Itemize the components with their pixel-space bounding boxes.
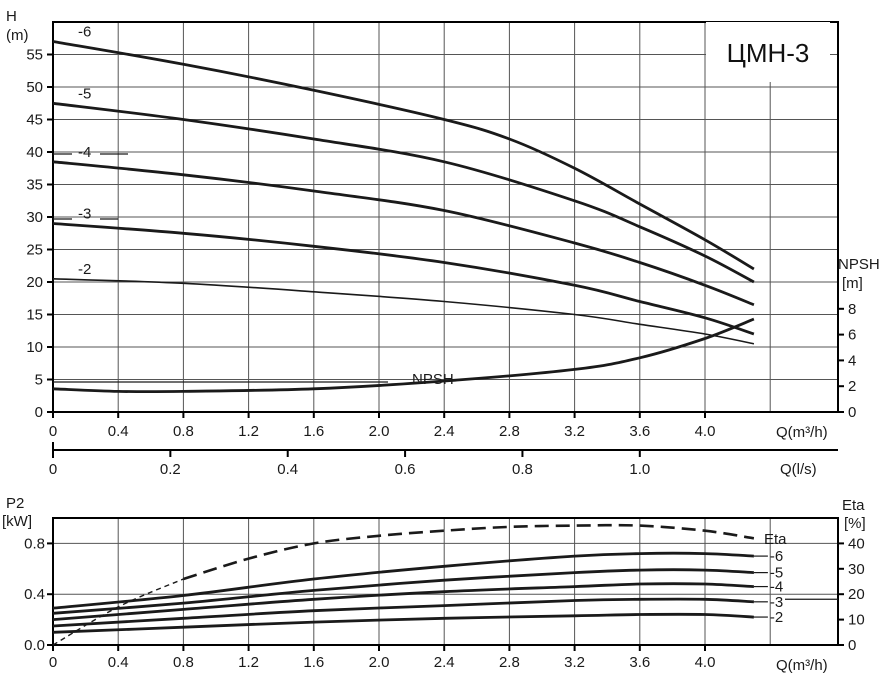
- ls-tick-label: 0.8: [512, 461, 533, 478]
- power-curve: [52, 597, 754, 628]
- upper-x-tick-label: 4.0: [695, 423, 716, 440]
- lower-plot-frame: [52, 517, 839, 646]
- power-curve: [52, 568, 754, 615]
- ls-tick-label: 0.6: [395, 461, 416, 478]
- ls-tick-label: 0: [49, 461, 57, 478]
- head-curve-label: -3: [78, 206, 91, 223]
- upper-y-label-h: H: [6, 8, 17, 25]
- power-curve: [52, 551, 754, 610]
- upper-y-tick-label: 5: [35, 372, 43, 389]
- eta-tick-label: 0: [848, 637, 856, 654]
- npsh-tick-label: 0: [848, 404, 856, 421]
- upper-x-tick-label: 1.6: [303, 423, 324, 440]
- upper-x-tick-label: 2.4: [434, 423, 455, 440]
- head-curve: [52, 160, 755, 307]
- upper-x-tick-label: 2.0: [369, 423, 390, 440]
- ls-tick-label: 1.0: [629, 461, 650, 478]
- lower-grid: 0 0.4 0.8 1.2 1.6 2.0 2.4 2.8 3.2 3.6 4.0 0.0 0.4 0.8…: [24, 517, 865, 671]
- upper-plot-frame: [52, 21, 839, 413]
- upper-y-label-unit: (m): [6, 27, 29, 44]
- upper-x-tick-label: 0.8: [173, 423, 194, 440]
- upper-y-tick-label: 55: [26, 47, 43, 64]
- eta-curve-thin: [52, 578, 184, 646]
- head-curve: [52, 40, 755, 271]
- lower-x-label: Q(m³/h): [776, 657, 828, 674]
- title-box: [706, 22, 830, 82]
- lower-x-tick-label: 1.2: [238, 654, 259, 671]
- upper-x-tick-label: 1.2: [238, 423, 259, 440]
- lower-y-label-p2: P2: [6, 495, 24, 512]
- ls-x-label: Q(l/s): [780, 461, 817, 478]
- power-curve: [52, 582, 754, 621]
- upper-x-tick-label: 3.6: [629, 423, 650, 440]
- npsh-tick-label: 2: [848, 378, 856, 395]
- eta-tick-label: 20: [848, 586, 865, 603]
- head-curve-label: -4: [78, 144, 91, 161]
- lower-y-tick-label: 0.8: [24, 535, 45, 552]
- lower-y-tick-label: 0.4: [24, 586, 45, 603]
- chart-title: ЦМН-3: [727, 38, 810, 68]
- eta-curve-label: Eta: [764, 531, 787, 548]
- ls-axis: 0 0.2 0.4 0.6 0.8 1.0: [49, 442, 838, 478]
- upper-y-tick-label: 10: [26, 339, 43, 356]
- lower-x-tick-label: 2.8: [499, 654, 520, 671]
- head-curve-label: -6: [78, 24, 91, 41]
- upper-x-tick-label: 2.8: [499, 423, 520, 440]
- ls-tick-label: 0.2: [160, 461, 181, 478]
- npsh-tick-label: 6: [848, 327, 856, 344]
- npsh-axis-label: NPSH: [838, 256, 880, 273]
- upper-y-tick-label: 50: [26, 79, 43, 96]
- upper-grid: 0 0.4 0.8 1.2 1.6 2.0 2.4 2.8 3.2 3.6 4.0051015202…: [26, 21, 856, 440]
- head-curve: [52, 278, 755, 345]
- eta-curve: [183, 523, 755, 581]
- eta-tick-label: 40: [848, 535, 865, 552]
- lower-x-tick-label: 0.4: [108, 654, 129, 671]
- eta-tick-label: 10: [848, 612, 865, 629]
- npsh-curve: [52, 317, 755, 394]
- upper-y-tick-label: 35: [26, 177, 43, 194]
- upper-y-tick-label: 30: [26, 209, 43, 226]
- lower-x-tick-label: 3.2: [564, 654, 585, 671]
- head-curve-label: -5: [78, 85, 91, 102]
- power-curve-label: -5: [770, 565, 783, 582]
- lower-curves: -6-5-4-3-2: [52, 523, 838, 646]
- upper-x-label: Q(m³/h): [776, 424, 828, 441]
- upper-x-tick-label: 0.4: [108, 423, 129, 440]
- upper-y-tick-label: 25: [26, 242, 43, 259]
- npsh-tick-label: 4: [848, 352, 856, 369]
- eta-axis-label: Eta: [842, 497, 865, 514]
- upper-x-tick-label: 3.2: [564, 423, 585, 440]
- lower-x-tick-label: 3.6: [629, 654, 650, 671]
- head-curve: [52, 222, 755, 336]
- upper-y-tick-label: 20: [26, 274, 43, 291]
- head-curve: [52, 101, 755, 284]
- lower-x-tick-label: 0.8: [173, 654, 194, 671]
- npsh-axis-unit: [m]: [842, 275, 863, 292]
- upper-y-tick-label: 0: [35, 404, 43, 421]
- lower-x-tick-label: 2.4: [434, 654, 455, 671]
- upper-x-tick-label: 0: [49, 423, 57, 440]
- power-curve-label: -4: [770, 579, 783, 596]
- upper-curves: -6 -5 -4 -3 -2: [52, 24, 755, 394]
- lower-y-tick-label: 0.0: [24, 637, 45, 654]
- upper-y-tick-label: 45: [26, 112, 43, 129]
- power-curve-label: -3: [770, 594, 783, 611]
- eta-tick-label: 30: [848, 561, 865, 578]
- lower-x-tick-label: 2.0: [369, 654, 390, 671]
- head-curve-label: -2: [78, 261, 91, 278]
- power-curve-label: -6: [770, 548, 783, 565]
- lower-y-label-unit: [kW]: [2, 513, 32, 530]
- power-curve: [52, 612, 754, 634]
- eta-axis-unit: [%]: [844, 515, 866, 532]
- lower-x-tick-label: 1.6: [303, 654, 324, 671]
- npsh-tick-label: 8: [848, 301, 856, 318]
- power-curve-label: -2: [770, 609, 783, 626]
- upper-y-tick-label: 40: [26, 144, 43, 161]
- npsh-curve-label: NPSH: [412, 371, 454, 388]
- ls-tick-label: 0.4: [277, 461, 298, 478]
- lower-x-tick-label: 4.0: [695, 654, 716, 671]
- lower-x-tick-label: 0: [49, 654, 57, 671]
- upper-y-tick-label: 15: [26, 307, 43, 324]
